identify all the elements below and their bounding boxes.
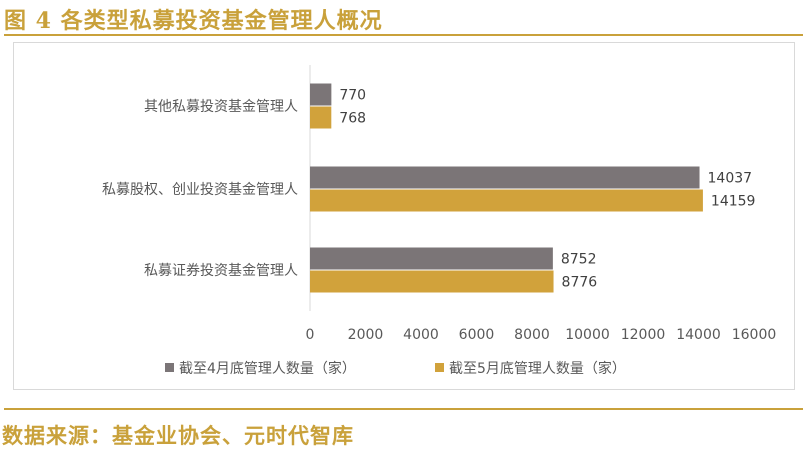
- bar-april: [310, 247, 553, 270]
- bar-april: [310, 166, 700, 189]
- data-label: 8776: [562, 275, 598, 291]
- title-divider: [4, 34, 803, 36]
- category-label: 其他私募投资基金管理人: [144, 98, 298, 115]
- legend-swatch: [435, 363, 444, 372]
- x-tick-label: 4000: [403, 327, 439, 343]
- x-tick-label: 2000: [348, 327, 384, 343]
- source-divider: [4, 408, 803, 410]
- bar-may: [310, 106, 332, 129]
- figure-title: 图 4 各类型私募投资基金管理人概况: [4, 8, 383, 34]
- x-tick-label: 14000: [676, 327, 721, 343]
- data-label: 14159: [711, 194, 756, 210]
- legend-swatch: [165, 363, 174, 372]
- x-tick-label: 10000: [565, 327, 610, 343]
- x-tick-label: 0: [306, 327, 315, 343]
- x-tick-label: 8000: [514, 327, 550, 343]
- x-tick-label: 6000: [459, 327, 495, 343]
- chart-area: 其他私募投资基金管理人 770 768 私募股权、创业投资基金管理人 14037 1415…: [13, 42, 795, 390]
- data-label: 768: [339, 111, 366, 127]
- data-source: 数据来源：基金业协会、元时代智库: [2, 423, 354, 448]
- category-label: 私募股权、创业投资基金管理人: [102, 181, 298, 198]
- bar-may: [310, 270, 554, 293]
- bar-chart: 其他私募投资基金管理人 770 768 私募股权、创业投资基金管理人 14037 1415…: [102, 65, 777, 377]
- legend-label: 截至5月底管理人数量（家）: [449, 360, 626, 377]
- x-tick-label: 12000: [621, 327, 666, 343]
- x-tick-label: 16000: [732, 327, 777, 343]
- bar-april: [310, 83, 332, 106]
- legend-label: 截至4月底管理人数量（家）: [179, 360, 356, 377]
- bar-may: [310, 189, 703, 212]
- data-label: 770: [339, 88, 366, 104]
- data-label: 14037: [708, 171, 753, 187]
- category-label: 私募证券投资基金管理人: [144, 262, 298, 279]
- data-label: 8752: [561, 252, 597, 268]
